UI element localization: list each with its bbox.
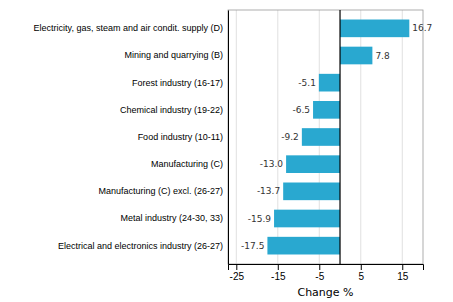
chart: -17.5-15.9-13.7-13.0-9.2-6.5-5.17.816.7-… xyxy=(0,0,453,302)
x-tick-label: 15 xyxy=(397,271,409,282)
y-tick-label: Electrical and electronics industry (26-… xyxy=(58,241,223,251)
data-label: -13.7 xyxy=(257,186,280,196)
y-tick: Chemical industry (19-22) xyxy=(120,105,223,115)
x-tick-label: -15 xyxy=(271,271,286,282)
y-tick-label: Metal industry (24-30, 33) xyxy=(120,213,223,223)
bar xyxy=(313,101,340,119)
bar xyxy=(274,210,340,228)
grid-line xyxy=(402,10,403,264)
x-tick: 5 xyxy=(358,264,364,282)
bar xyxy=(286,155,340,173)
x-tick-label: -25 xyxy=(230,271,245,282)
data-label: -6.5 xyxy=(292,105,310,115)
y-tick-label: Forest industry (16-17) xyxy=(132,78,223,88)
y-tick: Food industry (10-11) xyxy=(138,132,223,142)
x-tick: -5 xyxy=(315,264,324,282)
data-labels: -17.5 -15.9 -13.7 -13.0 -9.2 -6.5 -5.1 7.8 16.7 xyxy=(241,23,432,250)
y-axis-line xyxy=(228,11,229,265)
x-tick-mark xyxy=(319,264,320,270)
x-tick-label: -5 xyxy=(315,271,324,282)
plot: -17.5-15.9-13.7-13.0-9.2-6.5-5.17.816.7-… xyxy=(34,10,433,282)
y-tick-label: Food industry (10-11) xyxy=(138,132,223,142)
y-tick-label: Chemical industry (19-22) xyxy=(120,105,223,115)
plot-frame xyxy=(228,10,423,264)
x-axis-line xyxy=(229,265,424,271)
bar xyxy=(302,128,340,146)
x-tick-label: 5 xyxy=(358,271,364,282)
data-label: -5.1 xyxy=(298,78,316,88)
y-tick: Manufacturing (C) excl. (26-27) xyxy=(98,186,223,196)
bar xyxy=(340,20,409,38)
y-tick: Electricity, gas, steam and air condit. … xyxy=(34,23,223,33)
x-axis-title: Change % xyxy=(297,286,353,299)
x-tick: 15 xyxy=(397,264,409,282)
data-label: -9.2 xyxy=(281,132,299,142)
y-tick: Metal industry (24-30, 33) xyxy=(120,213,223,223)
x-tick-mark xyxy=(361,264,362,270)
x-tick: -15 xyxy=(271,264,286,282)
y-tick: Manufacturing (C) xyxy=(151,159,223,169)
x-axis: -25 -15 -5 5 15 xyxy=(229,264,424,282)
y-tick-label: Manufacturing (C) excl. (26-27) xyxy=(98,186,223,196)
x-tick: -25 xyxy=(230,264,245,282)
bar xyxy=(340,47,372,65)
data-label: -17.5 xyxy=(241,241,264,251)
bars xyxy=(267,20,409,255)
data-label: -13.0 xyxy=(260,159,284,169)
y-tick: Electrical and electronics industry (26-… xyxy=(58,241,223,251)
data-label: 7.8 xyxy=(375,51,390,61)
bar xyxy=(319,74,340,92)
grid xyxy=(236,10,402,264)
bar xyxy=(283,183,340,201)
y-tick: Forest industry (16-17) xyxy=(132,78,223,88)
data-label: 16.7 xyxy=(412,23,432,33)
y-tick: Mining and quarrying (B) xyxy=(124,50,223,60)
y-tick-label: Manufacturing (C) xyxy=(151,159,223,169)
baseline xyxy=(339,10,340,264)
x-tick-mark xyxy=(402,264,403,270)
grid-line xyxy=(236,10,237,264)
data-label: -15.9 xyxy=(248,214,272,224)
x-tick-mark xyxy=(278,264,279,270)
x-tick-mark xyxy=(236,264,237,270)
y-tick-label: Mining and quarrying (B) xyxy=(124,50,223,60)
y-axis: Electrical and electronics industry (26-… xyxy=(34,11,229,265)
y-tick-label: Electricity, gas, steam and air condit. … xyxy=(34,23,223,33)
bar xyxy=(267,237,340,255)
